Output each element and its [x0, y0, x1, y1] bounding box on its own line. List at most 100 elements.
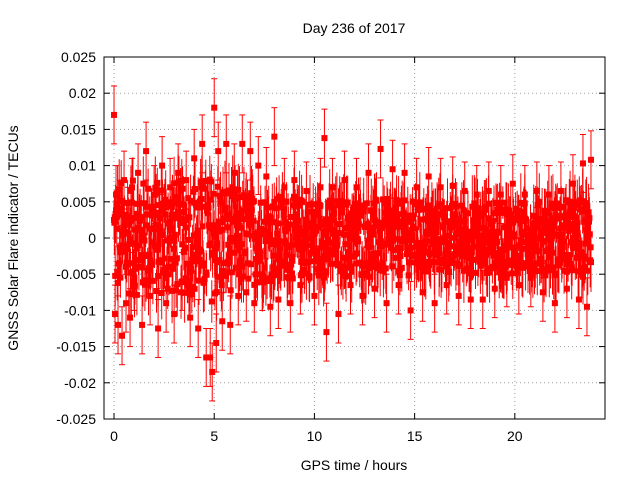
data-point: [419, 289, 426, 296]
y-tick-label: -0.005: [56, 266, 96, 282]
data-point: [231, 169, 238, 176]
data-point: [183, 177, 190, 184]
x-tick-label: 0: [110, 428, 118, 444]
data-point: [431, 300, 438, 307]
x-tick-label: 10: [307, 428, 323, 444]
data-point: [207, 354, 214, 361]
data-point: [303, 187, 310, 194]
data-point: [533, 187, 540, 194]
data-point: [113, 191, 120, 198]
data-point: [139, 321, 146, 328]
data-point: [449, 182, 456, 189]
band-marks: [111, 153, 594, 324]
data-point: [503, 274, 510, 281]
data-point: [179, 278, 186, 285]
data-point: [219, 318, 226, 325]
data-point: [545, 191, 552, 198]
data-point: [407, 307, 414, 314]
data-point: [389, 166, 396, 173]
data-point: [371, 285, 378, 292]
data-point: [383, 300, 390, 307]
data-point: [115, 321, 122, 328]
data-point: [275, 296, 282, 303]
y-axis-label: GNSS Solar Flare indicator / TECUs: [5, 125, 21, 350]
data-point: [211, 104, 218, 111]
data-point: [112, 311, 119, 318]
data-point: [509, 180, 516, 187]
data-point: [461, 187, 468, 194]
data-point: [271, 133, 278, 140]
data-point: [575, 296, 582, 303]
data-point: [135, 169, 142, 176]
data-points: [111, 78, 594, 402]
data-point: [123, 300, 130, 307]
data-point: [155, 325, 162, 332]
data-point: [163, 300, 170, 307]
data-point: [579, 160, 586, 167]
data-point: [259, 278, 266, 285]
data-point: [473, 191, 480, 198]
chart-title: Day 236 of 2017: [303, 20, 406, 36]
y-tick-label: 0.02: [69, 85, 96, 101]
y-tick-label: 0.005: [61, 194, 96, 210]
data-point: [147, 292, 154, 299]
data-point: [281, 184, 288, 191]
data-point: [353, 184, 360, 191]
data-point: [175, 169, 182, 176]
data-point: [323, 329, 330, 336]
data-point: [347, 282, 354, 289]
data-point: [247, 148, 254, 155]
data-point: [527, 274, 534, 281]
data-point: [329, 184, 336, 191]
data-point: [159, 162, 166, 169]
data-point: [515, 282, 522, 289]
y-tick-label: 0.015: [61, 121, 96, 137]
data-point: [127, 314, 134, 321]
data-point: [491, 285, 498, 292]
y-tick-label: 0.01: [69, 158, 96, 174]
data-point: [569, 180, 576, 187]
data-point: [213, 339, 220, 346]
data-point: [239, 140, 246, 147]
data-point: [341, 177, 348, 184]
dense-band: [111, 153, 594, 324]
y-tick-label: -0.01: [64, 302, 96, 318]
data-point: [317, 184, 324, 191]
data-point: [251, 300, 258, 307]
data-point: [191, 155, 198, 162]
x-ticks: 0 5 10 15 20: [110, 57, 523, 444]
data-point: [583, 303, 590, 310]
x-tick-label: 15: [407, 428, 423, 444]
data-point: [227, 321, 234, 328]
data-point: [479, 296, 486, 303]
data-point: [121, 177, 128, 184]
data-point: [235, 292, 242, 299]
data-point: [413, 184, 420, 191]
data-point: [143, 148, 150, 155]
y-ticks: -0.025 -0.02 -0.015 -0.01 -0.005 0 0.005 0.01 0.…: [56, 49, 605, 427]
data-point: [437, 184, 444, 191]
data-point: [255, 162, 262, 169]
data-point: [125, 213, 132, 220]
data-point: [195, 325, 202, 332]
data-point: [215, 148, 222, 155]
data-point: [401, 169, 408, 176]
data-point: [335, 311, 342, 318]
data-point: [551, 300, 558, 307]
data-point: [321, 135, 328, 142]
data-point: [485, 187, 492, 194]
data-point: [119, 332, 126, 339]
data-point: [209, 368, 216, 375]
data-point: [111, 111, 118, 118]
y-tick-label: -0.02: [64, 375, 96, 391]
data-point: [455, 292, 462, 299]
data-point: [587, 156, 594, 163]
data-point: [187, 314, 194, 321]
x-tick-label: 20: [507, 428, 523, 444]
data-point: [377, 145, 384, 152]
data-point: [199, 140, 206, 147]
data-point: [243, 289, 250, 296]
y-tick-label: -0.015: [56, 339, 96, 355]
data-point: [151, 191, 158, 198]
data-point: [563, 285, 570, 292]
